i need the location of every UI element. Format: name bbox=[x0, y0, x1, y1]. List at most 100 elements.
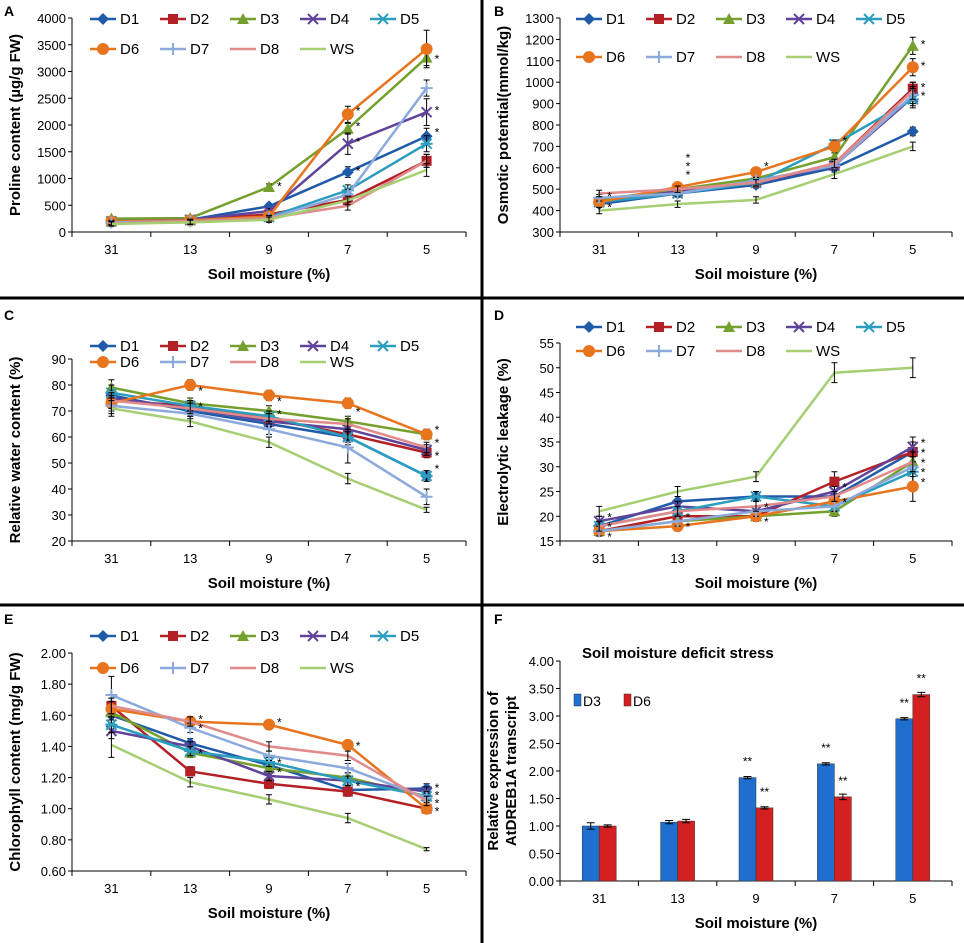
x-tick-label: 31 bbox=[592, 551, 606, 566]
marker-triangle bbox=[263, 762, 275, 774]
legend-label: D6 bbox=[606, 343, 625, 360]
legend-label: D8 bbox=[746, 343, 765, 360]
marker-circle bbox=[750, 166, 762, 179]
series-ws bbox=[108, 400, 430, 513]
data-point bbox=[341, 774, 354, 787]
data-point bbox=[105, 718, 118, 731]
legend-marker bbox=[653, 51, 665, 63]
significance-marker: * bbox=[435, 436, 440, 450]
chart-panel-f: F 0.00 0.50 1.00 1.50 2.00 2.50 3.00 3.50 4.00 31 1… bbox=[485, 611, 953, 932]
marker-square bbox=[168, 341, 178, 351]
significance-marker: * bbox=[686, 168, 691, 182]
legend-label: D4 bbox=[816, 11, 835, 28]
error-bar bbox=[423, 847, 430, 852]
legend-marker bbox=[237, 630, 249, 641]
x-tick-label: 9 bbox=[265, 881, 272, 896]
data-point bbox=[184, 379, 197, 391]
significance-marker: * bbox=[764, 160, 769, 174]
y-tick-label: 3.50 bbox=[529, 682, 554, 697]
marker-plus bbox=[420, 82, 433, 95]
data-point bbox=[263, 389, 275, 402]
error-bar bbox=[831, 491, 838, 502]
y-tick-label: 45 bbox=[540, 386, 554, 401]
y-tick-label: 500 bbox=[44, 198, 66, 213]
marker-star bbox=[377, 630, 389, 642]
significance-marker: * bbox=[607, 530, 612, 544]
marker-circle bbox=[263, 718, 275, 731]
significance-marker: * bbox=[921, 80, 926, 94]
legend-marker bbox=[723, 13, 735, 24]
significance-marker: * bbox=[435, 125, 440, 139]
x-tick-label: 7 bbox=[831, 242, 838, 257]
error-bar bbox=[674, 185, 681, 193]
legend-marker bbox=[168, 341, 178, 351]
y-tick-label: 50 bbox=[52, 456, 66, 471]
legend-label: WS bbox=[330, 41, 354, 58]
y-tick-label: 800 bbox=[532, 118, 554, 133]
legend-marker bbox=[654, 14, 664, 24]
y-tick-label: 30 bbox=[52, 508, 66, 523]
significance-marker: * bbox=[921, 456, 926, 470]
legend-label: D1 bbox=[606, 11, 625, 28]
error-bar bbox=[344, 472, 351, 485]
bar bbox=[598, 825, 617, 882]
marker-star bbox=[105, 718, 118, 731]
chart-title: Soil moisture deficit stress bbox=[582, 645, 774, 662]
legend-label: D5 bbox=[400, 11, 419, 28]
data-point bbox=[341, 108, 354, 121]
significance-marker: * bbox=[198, 722, 203, 736]
x-tick-label: 13 bbox=[670, 891, 684, 906]
legend: D1 D2 D3 D4 D5 D6 D7 D8 WS bbox=[576, 11, 905, 66]
x-tick-label: 13 bbox=[183, 551, 197, 566]
legend-item-d4: D4 bbox=[786, 319, 835, 336]
error-bar bbox=[187, 402, 194, 415]
x-tick-label: 5 bbox=[423, 242, 430, 257]
significance-marker: * bbox=[607, 200, 612, 214]
marker-x bbox=[907, 441, 919, 453]
y-tick-label: 35 bbox=[540, 435, 554, 450]
bar bbox=[755, 807, 774, 882]
y-tick-label: 4000 bbox=[37, 11, 66, 26]
data-point bbox=[342, 138, 354, 150]
data-point bbox=[184, 745, 197, 757]
y-tick-label: 1.50 bbox=[529, 792, 554, 807]
significance-marker: * bbox=[277, 395, 282, 409]
legend-label: D8 bbox=[746, 49, 765, 66]
legend-marker bbox=[168, 631, 178, 641]
error-bar bbox=[603, 824, 612, 828]
significance-marker: * bbox=[356, 405, 361, 419]
legend-item-d3: D3 bbox=[716, 319, 765, 336]
legend-item-d6: D6 bbox=[576, 343, 625, 360]
legend-marker bbox=[237, 340, 249, 351]
significance-marker: * bbox=[921, 476, 926, 490]
marker-triangle bbox=[723, 321, 735, 332]
legend-label: D3 bbox=[260, 628, 279, 645]
marker-circle bbox=[828, 140, 841, 153]
legend-marker bbox=[97, 356, 109, 368]
legend-label: D4 bbox=[330, 338, 349, 355]
error-bar bbox=[187, 777, 194, 788]
y-tick-label: 0.80 bbox=[41, 833, 66, 848]
x-axis-title: Soil moisture (%) bbox=[695, 266, 818, 283]
legend-label: D1 bbox=[120, 628, 139, 645]
y-tick-label: 40 bbox=[52, 482, 66, 497]
legend-item-d6: D6 bbox=[623, 693, 651, 709]
bar bbox=[738, 777, 757, 882]
error-bar bbox=[743, 776, 752, 780]
y-axis-title: Electrolytic leakage (%) bbox=[495, 358, 512, 526]
marker-triangle bbox=[341, 122, 354, 134]
y-tick-label: 20 bbox=[540, 509, 554, 524]
legend-item-d1: D1 bbox=[576, 11, 625, 28]
significance-marker: * bbox=[764, 500, 769, 514]
error-bar bbox=[586, 822, 595, 830]
marker-star bbox=[420, 470, 433, 482]
legend-item-d5: D5 bbox=[370, 11, 419, 28]
legend-marker bbox=[97, 340, 109, 352]
legend-label: D6 bbox=[120, 660, 139, 677]
error-bar bbox=[344, 812, 351, 824]
error-bar bbox=[108, 400, 115, 417]
legend-item-d3: D3 bbox=[573, 693, 601, 709]
bar bbox=[817, 763, 835, 882]
error-bar bbox=[831, 169, 838, 179]
x-tick-label: 7 bbox=[344, 551, 351, 566]
